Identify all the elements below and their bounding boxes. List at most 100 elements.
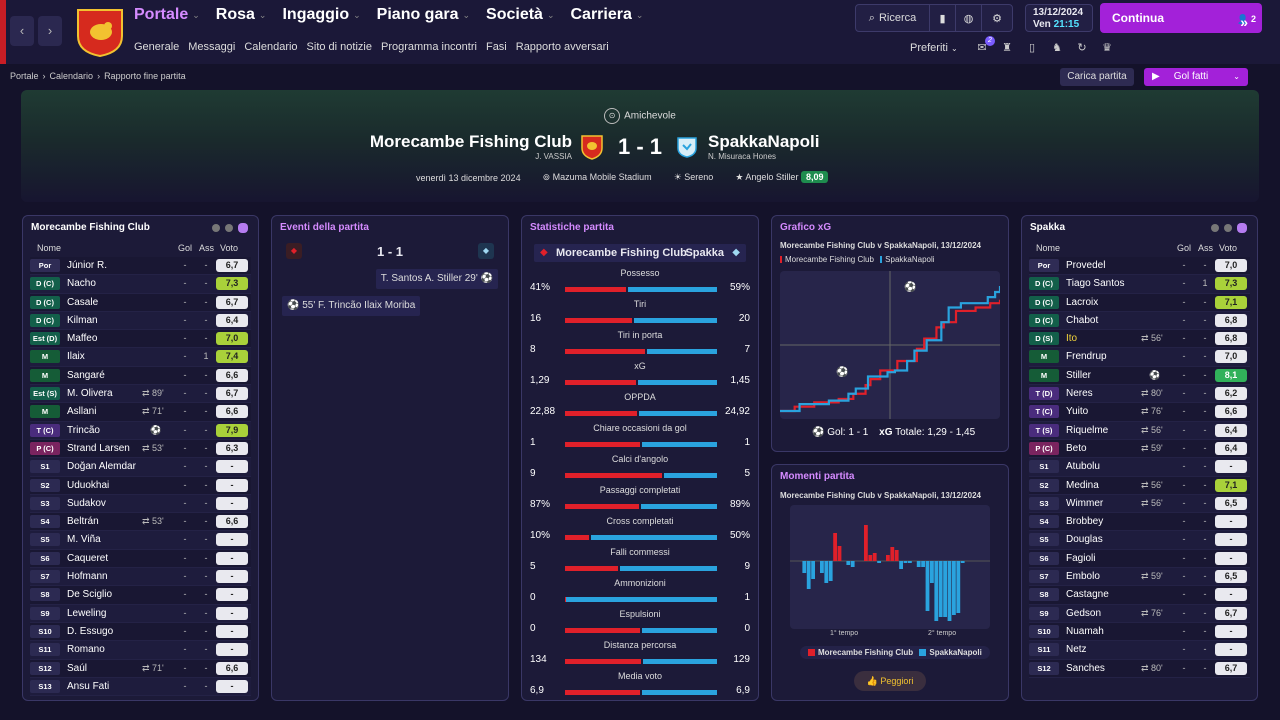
pager-dot[interactable]	[1224, 224, 1232, 232]
home-team-name[interactable]: Morecambe Fishing Club	[369, 132, 572, 151]
table-row[interactable]: S6 Caqueret - - -	[30, 549, 251, 569]
table-row[interactable]: S4 Beltrán ⇄ 53' - -6,6	[30, 513, 251, 532]
table-row[interactable]: M Stiller ⚽ - -8,1	[1029, 366, 1250, 386]
table-row[interactable]: D (S) Ito ⇄ 56' - -6,8	[1029, 330, 1250, 349]
away-team-name[interactable]: SpakkaNapoli	[708, 132, 820, 151]
nav-portale[interactable]: Portale ⌄	[134, 6, 200, 24]
table-row[interactable]: S13 Ansu Fati - - -	[30, 677, 251, 697]
table-row[interactable]: M Ilaix - 1 7,4	[30, 348, 251, 367]
pager-dot[interactable]	[225, 224, 233, 232]
nav-rosa[interactable]: Rosa ⌄	[216, 6, 267, 24]
table-row[interactable]: D (C) Nacho - -7,3	[30, 275, 251, 294]
player-name[interactable]: Uduokhai	[67, 479, 110, 491]
club-crest-icon[interactable]	[74, 6, 126, 58]
forward-arrow-icon[interactable]: ›	[38, 16, 62, 46]
phone-icon[interactable]: ▯	[1028, 42, 1036, 54]
player-name[interactable]: Frendrup	[1066, 351, 1107, 363]
player-name[interactable]: Beltrán	[67, 516, 99, 528]
player-of-match[interactable]: ★ Angelo Stiller 8,09	[735, 171, 829, 183]
table-row[interactable]: S8 De Sciglio - - -	[30, 586, 251, 605]
table-row[interactable]: T (C) Yuito ⇄ 76' - -6,6	[1029, 403, 1250, 422]
table-row[interactable]: S1 Atubolu - - -	[1029, 458, 1250, 477]
table-row[interactable]: D (C) Casale - -6,7	[30, 293, 251, 312]
player-name[interactable]: Ansu Fati	[67, 680, 110, 692]
table-row[interactable]: S4 Brobbey - - -	[1029, 513, 1250, 532]
date-display[interactable]: 13/12/2024 Ven 21:15	[1025, 4, 1093, 32]
gear-icon[interactable]: ⚙	[992, 12, 1002, 25]
player-name[interactable]: Stiller	[1066, 369, 1092, 381]
pager-dot-active[interactable]	[1237, 223, 1247, 233]
refresh-icon[interactable]: ↻	[1077, 42, 1087, 54]
subnav-item-0[interactable]: Generale	[134, 41, 180, 53]
player-name[interactable]: Kilman	[67, 314, 98, 326]
player-name[interactable]: Netz	[1066, 644, 1087, 656]
search-button[interactable]: ⌕ Ricerca	[856, 5, 930, 31]
event-away-goal[interactable]: T. Santos A. Stiller 29' ⚽	[375, 269, 498, 289]
pager-dot[interactable]	[212, 224, 220, 232]
table-row[interactable]: M Asllani ⇄ 71' - -6,6	[30, 403, 251, 422]
player-name[interactable]: Maffeo	[67, 333, 98, 345]
table-row[interactable]: T (S) Riquelme ⇄ 56' - -6,4	[1029, 421, 1250, 440]
table-row[interactable]: D (C) Chabot - -6,8	[1029, 311, 1250, 331]
nav-società[interactable]: Società ⌄	[486, 6, 554, 24]
player-name[interactable]: D. Essugo	[67, 625, 114, 637]
table-row[interactable]: S5 M. Viña - - -	[30, 531, 251, 550]
home-manager[interactable]: J. VASSIA	[535, 152, 572, 161]
subnav-item-1[interactable]: Messaggi	[188, 41, 236, 53]
player-name[interactable]: Medina	[1066, 479, 1099, 491]
col-ass[interactable]: Ass	[1198, 243, 1214, 253]
preferences-dropdown[interactable]: Preferiti ⌄	[910, 42, 958, 54]
table-row[interactable]: S9 Gedson ⇄ 76' - -6,7	[1029, 604, 1250, 623]
player-name[interactable]: Provedel	[1066, 260, 1106, 271]
player-name[interactable]: Ilaix	[67, 351, 85, 363]
col-ass[interactable]: Ass	[199, 243, 215, 253]
player-name[interactable]: Casale	[67, 296, 99, 308]
panel-pager[interactable]	[212, 223, 248, 233]
table-row[interactable]: S11 Romano - - -	[30, 641, 251, 660]
col-gol[interactable]: Gol	[178, 243, 193, 253]
continue-button[interactable]: Continua 👤 2 »	[1100, 3, 1262, 33]
player-name[interactable]: Neres	[1066, 388, 1093, 400]
player-name[interactable]: Saúl	[67, 662, 88, 674]
goals-dropdown[interactable]: ▶ Gol fatti ⌄	[1144, 68, 1248, 86]
player-name[interactable]: Sudakov	[67, 497, 106, 509]
table-row[interactable]: S10 D. Essugo - - -	[30, 622, 251, 642]
subnav-item-6[interactable]: Rapporto avversari	[515, 41, 609, 53]
player-name[interactable]: Tiago Santos	[1066, 278, 1125, 290]
table-row[interactable]: T (D) Neres ⇄ 80' - -6,2	[1029, 385, 1250, 404]
table-row[interactable]: S2 Uduokhai - - -	[30, 476, 251, 495]
player-name[interactable]: Gedson	[1066, 607, 1102, 619]
table-row[interactable]: S3 Sudakov - - -	[30, 494, 251, 514]
player-name[interactable]: Strand Larsen	[67, 442, 130, 454]
table-row[interactable]: S8 Castagne - - -	[1029, 586, 1250, 605]
player-name[interactable]: Yuito	[1066, 406, 1089, 418]
table-row[interactable]: S6 Fagioli - - -	[1029, 549, 1250, 569]
event-home-goal[interactable]: ⚽ 55' F. Trincão Ilaix Moriba	[282, 296, 421, 316]
table-row[interactable]: P (C) Beto ⇄ 59' - -6,4	[1029, 439, 1250, 459]
subnav-item-5[interactable]: Fasi	[485, 41, 507, 53]
pager-dot[interactable]	[1211, 224, 1219, 232]
player-name[interactable]: Caqueret	[67, 552, 109, 564]
table-row[interactable]: S7 Hofmann - - -	[30, 568, 251, 587]
pager-dot-active[interactable]	[238, 223, 248, 233]
table-row[interactable]: D (C) Lacroix - -7,1	[1029, 293, 1250, 312]
table-row[interactable]: Por Júnior R. - -6,7	[30, 257, 251, 276]
player-name[interactable]: M. Olivera	[67, 388, 113, 400]
subnav-item-2[interactable]: Calendario	[244, 41, 298, 53]
player-name[interactable]: Castagne	[1066, 589, 1109, 601]
player-name[interactable]: Sangaré	[67, 369, 105, 381]
table-row[interactable]: S11 Netz - - -	[1029, 641, 1250, 660]
nav-piano-gara[interactable]: Piano gara ⌄	[377, 6, 470, 24]
player-name[interactable]: Ito	[1066, 333, 1078, 345]
table-row[interactable]: Est (S) M. Olivera ⇄ 89' - -6,7	[30, 385, 251, 404]
table-row[interactable]: M Frendrup - -7,0	[1029, 348, 1250, 367]
table-row[interactable]: S2 Medina ⇄ 56' - -7,1	[1029, 476, 1250, 495]
table-row[interactable]: M Sangaré - -6,6	[30, 366, 251, 386]
shirt-icon[interactable]: ♜	[1002, 42, 1012, 54]
table-row[interactable]: T (C) Trincão ⚽ - -7,9	[30, 421, 251, 440]
away-manager[interactable]: N. Misuraca Hones	[708, 152, 777, 161]
subnav-item-4[interactable]: Programma incontri	[380, 41, 477, 53]
table-row[interactable]: S10 Nuamah - - -	[1029, 622, 1250, 642]
player-name[interactable]: Asllani	[67, 406, 97, 418]
table-row[interactable]: Est (D) Maffeo - -7,0	[30, 330, 251, 349]
